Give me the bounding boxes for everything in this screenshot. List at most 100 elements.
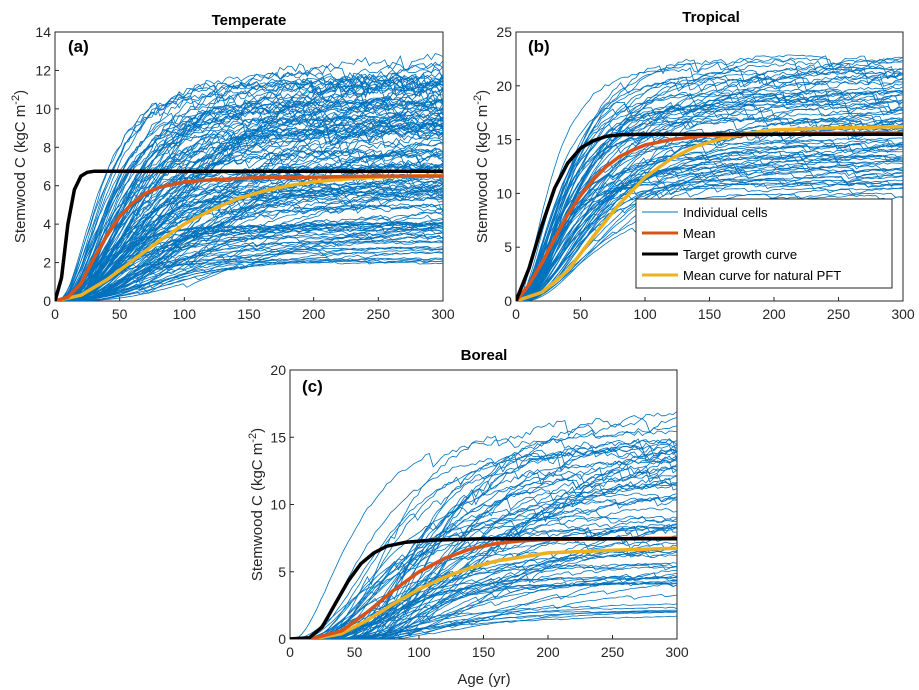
individual-cell-line	[290, 445, 677, 639]
individual-cell-line	[290, 430, 677, 639]
individual-cell-line	[55, 141, 443, 301]
individual-cell-line	[516, 178, 903, 301]
y-tick-label: 10	[35, 101, 51, 117]
individual-cell-line	[516, 164, 903, 301]
individual-cell-line	[290, 438, 677, 639]
panel-label: (b)	[528, 37, 550, 56]
individual-cell-line	[55, 229, 443, 301]
individual-cell-line	[55, 94, 443, 301]
legend-label-natural: Mean curve for natural PFT	[683, 268, 841, 283]
individual-cell-line	[290, 535, 677, 639]
x-tick-label: 50	[573, 306, 589, 322]
individual-cell-line	[290, 466, 677, 639]
individual-cell-line	[516, 137, 903, 301]
y-tick-label: 8	[43, 139, 51, 155]
individual-cell-line	[290, 611, 677, 639]
x-tick-label: 250	[827, 306, 851, 322]
individual-cell-line	[55, 114, 443, 301]
individual-cell-line	[516, 90, 903, 301]
x-tick-label: 250	[367, 306, 391, 322]
x-tick-label: 50	[112, 306, 128, 322]
individual-cell-line	[290, 448, 677, 639]
legend-label-individual: Individual cells	[683, 205, 768, 220]
individual-cells	[55, 53, 443, 301]
individual-cell-line	[516, 179, 903, 301]
individual-cell-line	[290, 417, 677, 639]
individual-cell-line	[55, 108, 443, 301]
individual-cell-line	[290, 458, 677, 639]
individual-cell-line	[516, 98, 903, 301]
individual-cell-line	[55, 89, 443, 301]
individual-cell-line	[55, 161, 443, 301]
individual-cell-line	[55, 105, 443, 301]
x-tick-label: 250	[601, 644, 625, 660]
individual-cell-line	[55, 60, 443, 301]
y-tick-label: 4	[43, 216, 51, 232]
individual-cell-line	[516, 103, 903, 301]
individual-cell-line	[516, 74, 903, 301]
individual-cell-line	[55, 188, 443, 301]
individual-cell-line	[290, 541, 677, 639]
individual-cell-line	[290, 562, 677, 639]
individual-cell-line	[55, 137, 443, 301]
individual-cell-line	[290, 548, 677, 639]
individual-cell-line	[55, 121, 443, 301]
y-tick-label: 5	[278, 564, 286, 580]
individual-cell-line	[55, 174, 443, 301]
legend-label-mean: Mean	[683, 226, 716, 241]
mean-line	[55, 174, 443, 301]
individual-cell-line	[55, 226, 443, 301]
y-tick-label: 0	[504, 293, 512, 309]
panel-title: Boreal	[461, 347, 508, 364]
y-tick-label: 20	[496, 78, 512, 94]
individual-cell-line	[290, 438, 677, 639]
individual-cell-line	[55, 221, 443, 301]
individual-cell-line	[55, 99, 443, 301]
individual-cell-line	[55, 78, 443, 301]
x-tick-label: 150	[237, 306, 261, 322]
x-tick-label: 200	[536, 644, 560, 660]
panel-tropical: 0 50 100 150 200 250 300 0 5 10 15 20 25 Stemwood C (…	[472, 9, 915, 322]
individual-cell-line	[516, 182, 903, 301]
individual-cell-line	[290, 411, 677, 639]
legend-label-target: Target growth curve	[683, 247, 797, 262]
individual-cell-line	[516, 169, 903, 301]
natural-pft-mean-line	[516, 124, 903, 301]
individual-cell-line	[516, 112, 903, 301]
individual-cell-line	[55, 62, 443, 301]
individual-cell-line	[290, 483, 677, 639]
individual-cell-line	[516, 141, 903, 301]
individual-cell-line	[55, 127, 443, 301]
individual-cell-line	[55, 97, 443, 301]
y-tick-label: 12	[35, 62, 51, 78]
y-tick-label: 15	[270, 429, 286, 445]
individual-cell-line	[290, 444, 677, 639]
individual-cell-line	[55, 78, 443, 301]
individual-cell-line	[55, 130, 443, 301]
y-axis-label: Stemwood C (kgC m-2)	[10, 90, 29, 243]
y-tick-label: 20	[270, 362, 286, 378]
individual-cell-line	[516, 144, 903, 301]
individual-cell-line	[55, 235, 443, 301]
panel-title: Temperate	[212, 12, 287, 29]
individual-cell-line	[290, 583, 677, 639]
individual-cell-line	[516, 65, 903, 301]
y-tick-label: 6	[43, 178, 51, 194]
individual-cell-line	[516, 91, 903, 301]
individual-cell-line	[516, 117, 903, 301]
individual-cell-line	[516, 74, 903, 301]
individual-cell-line	[55, 240, 443, 301]
panel-title: Tropical	[682, 9, 740, 26]
individual-cell-line	[55, 79, 443, 301]
individual-cell-line	[55, 76, 443, 301]
panel-label: (c)	[302, 377, 323, 396]
target-growth-line	[290, 537, 677, 639]
individual-cell-line	[516, 81, 903, 301]
individual-cell-line	[55, 74, 443, 301]
individual-cell-line	[290, 566, 677, 639]
individual-cell-line	[516, 148, 903, 301]
x-tick-label: 200	[302, 306, 326, 322]
x-tick-label: 100	[407, 644, 431, 660]
x-tick-label: 0	[286, 644, 294, 660]
y-tick-label: 2	[43, 255, 51, 271]
